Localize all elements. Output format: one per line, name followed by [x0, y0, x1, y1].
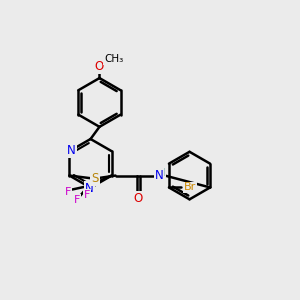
- Text: F: F: [84, 190, 90, 200]
- Text: N: N: [154, 169, 163, 182]
- Text: F: F: [74, 195, 80, 205]
- Text: N: N: [67, 144, 76, 157]
- Text: S: S: [91, 172, 99, 185]
- Text: F: F: [65, 187, 71, 197]
- Text: O: O: [95, 60, 104, 73]
- Text: N: N: [85, 182, 94, 195]
- Text: CH₃: CH₃: [104, 54, 123, 64]
- Text: H: H: [158, 168, 166, 178]
- Text: Br: Br: [184, 182, 196, 193]
- Text: O: O: [134, 192, 143, 205]
